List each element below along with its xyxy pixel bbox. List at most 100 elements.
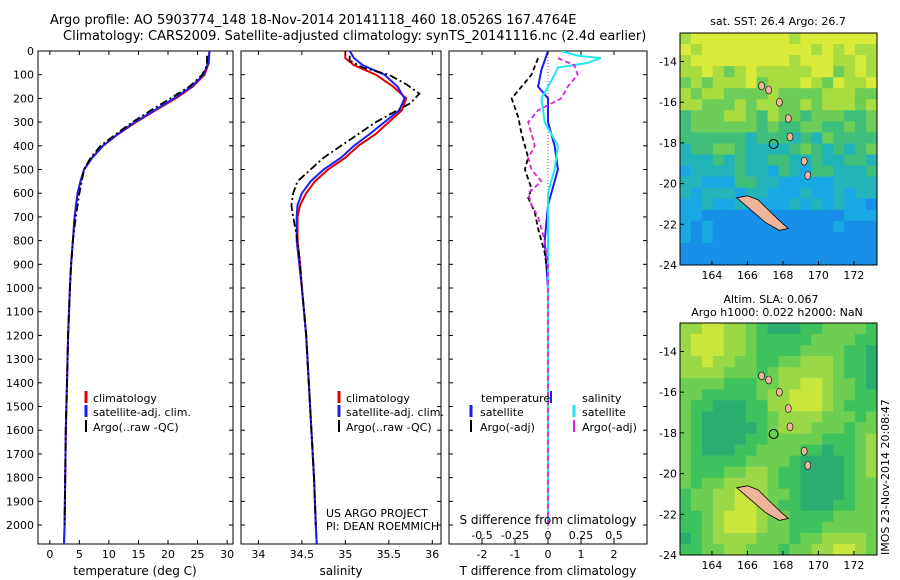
- sst-cell: [811, 242, 823, 255]
- sla-cell: [811, 378, 823, 390]
- sst-cell: [745, 242, 758, 255]
- sla-cell: [690, 378, 703, 390]
- map-x-tick-label: 164: [701, 559, 722, 572]
- sst-cell: [822, 55, 834, 67]
- sst-cell: [855, 209, 867, 222]
- sst-cell: [833, 220, 845, 233]
- map-x-tick-label: 168: [772, 559, 793, 572]
- sst-cell: [855, 55, 867, 67]
- sst-cell: [723, 254, 736, 265]
- map-axes-group: 164 166 168 170 172 -14 -16 -18 -20 -22 -24 164 166 1…: [659, 55, 864, 572]
- sla-cell: [767, 422, 780, 434]
- sst-cell: [723, 154, 736, 167]
- sst-cell: [767, 254, 780, 265]
- sst-cell: [778, 55, 790, 67]
- sst-map-frame: [679, 32, 878, 266]
- sla-cell: [680, 422, 692, 434]
- sla-cell: [844, 345, 856, 357]
- sst-cell: [701, 209, 714, 222]
- sst-cell: [822, 254, 834, 265]
- sst-cell: [811, 77, 823, 89]
- sla-cell: [833, 367, 845, 379]
- sla-cell: [800, 532, 812, 545]
- sla-cell: [778, 356, 790, 368]
- legend-climatology-label: climatology: [346, 392, 410, 405]
- sst-cell: [800, 77, 812, 89]
- sla-cell: [690, 532, 703, 545]
- sst-cell: [789, 220, 801, 233]
- sla-cell: [822, 466, 834, 479]
- sst-cell: [767, 132, 780, 144]
- sst-cell: [789, 110, 801, 122]
- sla-cell: [822, 400, 834, 412]
- sst-cell: [756, 165, 769, 178]
- sla-cell: [723, 477, 736, 490]
- sla-cell: [701, 455, 714, 468]
- sst-cell: [833, 165, 845, 178]
- sst-cell: [778, 77, 790, 89]
- sst-cell: [822, 198, 834, 211]
- sla-cell: [767, 411, 780, 423]
- sst-cell: [811, 154, 823, 167]
- sla-cell: [789, 466, 801, 479]
- sst-cell: [680, 110, 692, 122]
- sla-cell: [855, 455, 867, 468]
- sla-cell: [767, 334, 780, 346]
- legend-sal-satellite-label: satellite: [582, 406, 626, 419]
- sla-cell: [822, 499, 834, 512]
- sst-cell: [866, 242, 877, 255]
- sst-cell: [866, 55, 877, 67]
- map-y-tick-label: -16: [659, 386, 677, 399]
- sst-cell: [822, 231, 834, 244]
- sst-cell: [833, 154, 845, 167]
- sst-cell: [734, 231, 747, 244]
- y-tick-label: 900: [13, 258, 34, 271]
- sla-cell: [811, 323, 823, 335]
- sla-cell: [745, 345, 758, 357]
- sst-cell: [767, 165, 780, 178]
- sst-cell: [723, 121, 736, 133]
- sla-cell: [756, 400, 769, 412]
- sst-cell: [690, 44, 703, 56]
- sla-cell: [756, 477, 769, 490]
- salinity-axis-label: salinity: [319, 564, 362, 578]
- sla-cell: [789, 488, 801, 501]
- sst-cell: [701, 55, 714, 67]
- sst-cell: [866, 33, 877, 45]
- sst-cell: [680, 176, 692, 189]
- island: [776, 387, 783, 397]
- x-tick-label: 5: [76, 548, 83, 561]
- sst-cell: [855, 198, 867, 211]
- sst-cell: [833, 55, 845, 67]
- map-y-tick-label: -22: [659, 508, 677, 521]
- sla-map-title: Altim. SLA: 0.067: [723, 293, 818, 306]
- sst-cell: [800, 132, 812, 144]
- sst-cell: [756, 99, 769, 111]
- x-tick-label: 34.5: [290, 548, 315, 561]
- sla-cell: [855, 466, 867, 479]
- sla-cell: [680, 444, 692, 457]
- sla-cell: [690, 367, 703, 379]
- sla-cell: [789, 499, 801, 512]
- island: [758, 81, 765, 91]
- sst-cell: [712, 55, 725, 67]
- sla-cell: [680, 367, 692, 379]
- sla-cell: [811, 411, 823, 423]
- sla-cell: [811, 488, 823, 501]
- sst-cell: [855, 77, 867, 89]
- sst-cell: [811, 231, 823, 244]
- sla-cell: [866, 356, 877, 368]
- sst-cell: [701, 198, 714, 211]
- sst-cell: [800, 198, 812, 211]
- sla-cell: [855, 334, 867, 346]
- x2-tick-label: 0: [545, 529, 552, 542]
- y-tick-label: 500: [13, 164, 34, 177]
- sst-cell: [855, 143, 867, 156]
- sst-cell: [822, 121, 834, 133]
- sst-cell: [712, 165, 725, 178]
- sst-cell: [789, 176, 801, 189]
- sst-cell: [789, 55, 801, 67]
- sla-cell: [811, 510, 823, 523]
- map-y-tick-label: -16: [659, 96, 677, 109]
- sla-map-subtitle: Argo h1000: 0.022 h2000: NaN: [691, 306, 863, 319]
